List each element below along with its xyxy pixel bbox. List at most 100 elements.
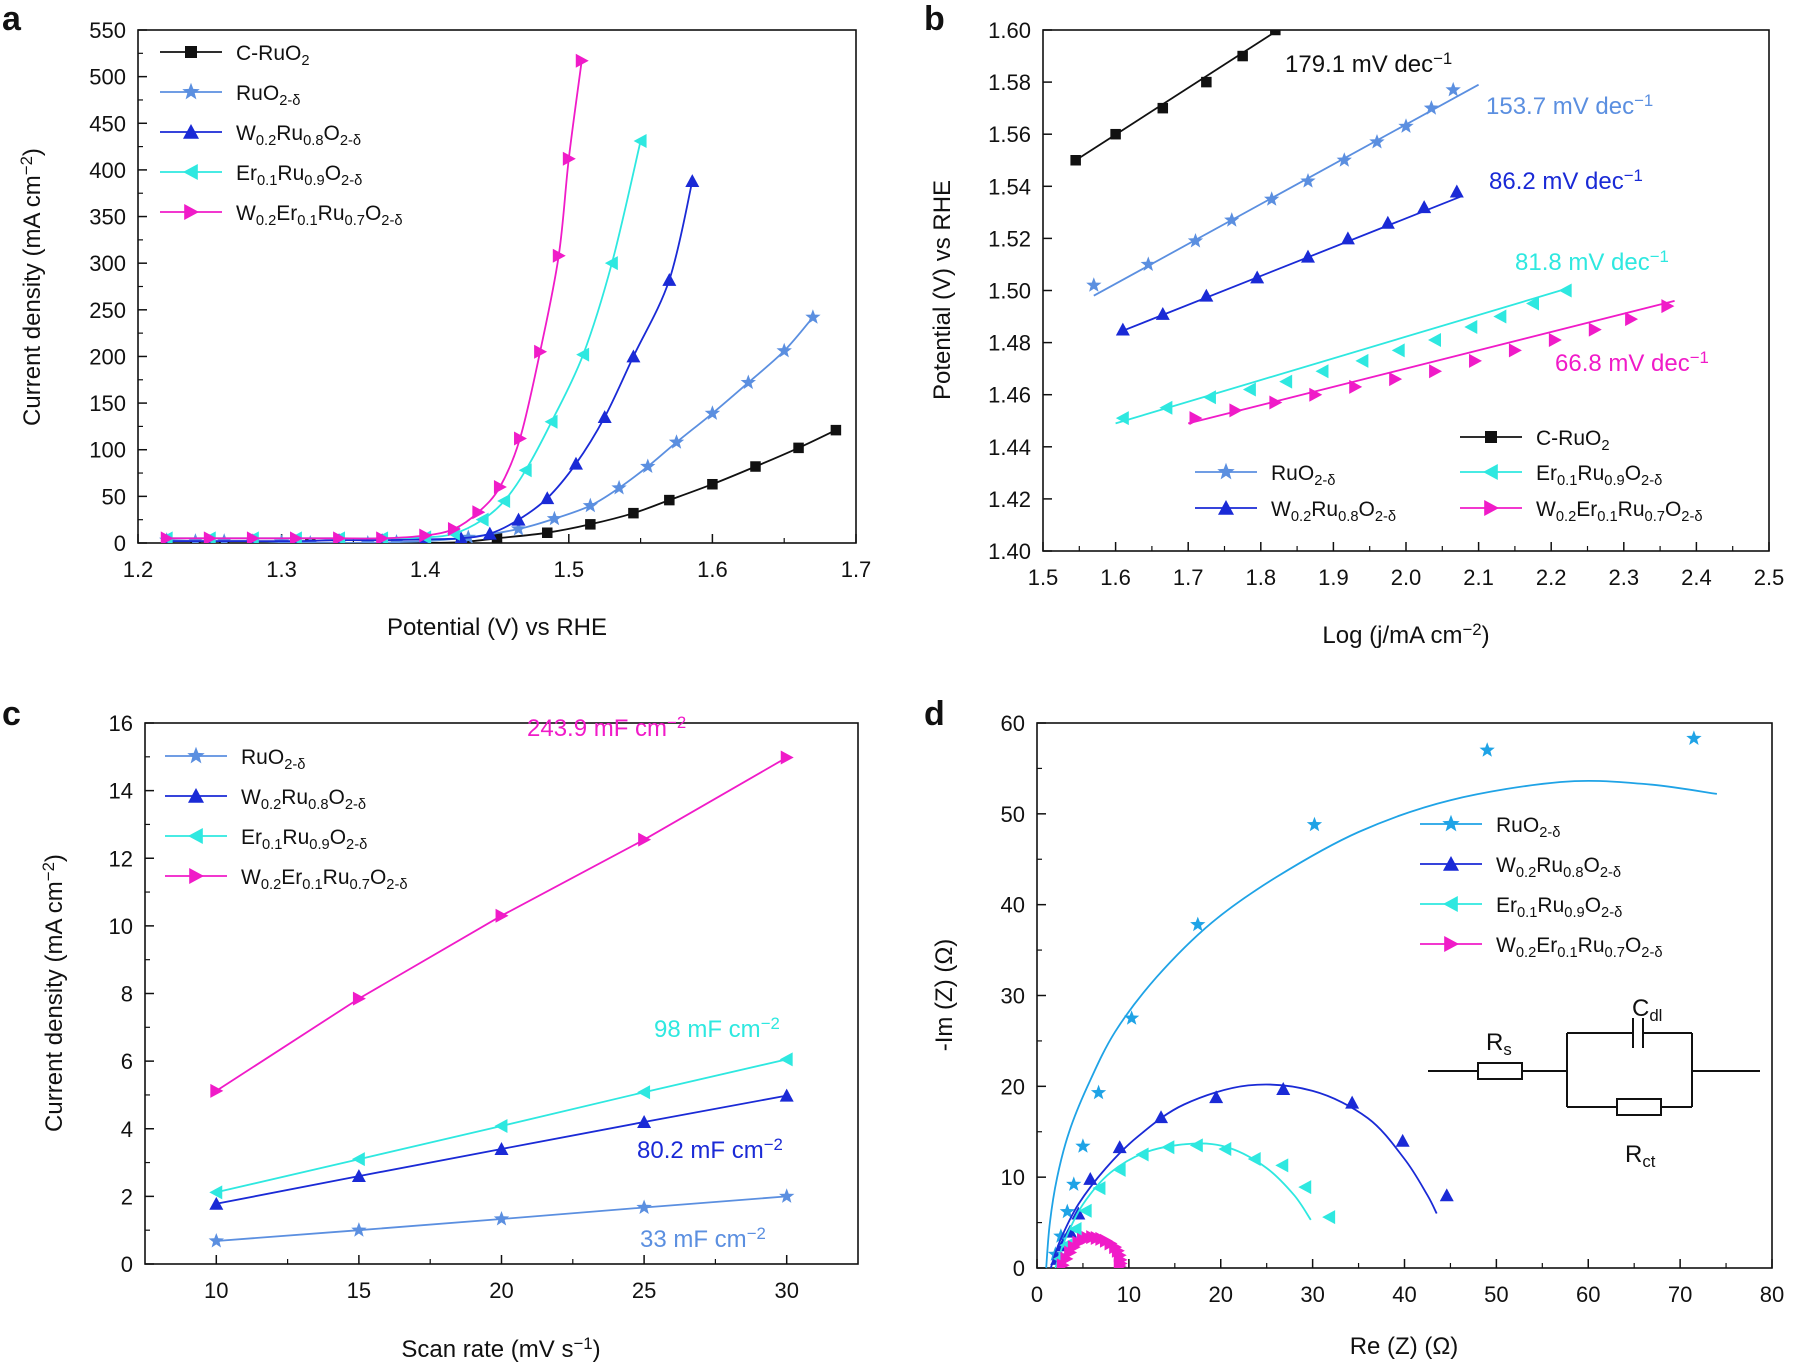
data-point-c-Er0.1Ru0.9 bbox=[209, 1185, 223, 1200]
xtick-label-b: 2.3 bbox=[1609, 565, 1640, 590]
data-point-c-Er0.1Ru0.9 bbox=[637, 1085, 651, 1100]
data-point-a-RuO2 bbox=[805, 309, 821, 324]
data-point-b-Er0.1Ru0.9 bbox=[1242, 382, 1256, 397]
series-line-a-Er0.1Ru0.9 bbox=[166, 140, 642, 540]
data-point-b-Er0.1Ru0.9 bbox=[1159, 400, 1173, 415]
data-point-b-Er0.1Ru0.9 bbox=[1115, 411, 1129, 426]
data-point-a-C-RuO2 bbox=[750, 461, 761, 472]
data-point-a-RuO2 bbox=[460, 529, 476, 543]
xtick-label-b: 2.2 bbox=[1536, 565, 1567, 590]
ylabel-b: Potential (V) vs RHE bbox=[929, 180, 956, 400]
xtick-label-a: 1.4 bbox=[410, 557, 441, 582]
data-point-b-Er0.1Ru0.9 bbox=[1428, 332, 1441, 347]
data-point-d-Er0.1Ru0.9 bbox=[1135, 1147, 1149, 1162]
data-point-a-W0.2Er0.1Ru0.7 bbox=[514, 431, 527, 446]
ytick-label-c: 16 bbox=[109, 711, 133, 736]
ytick-label-b: 1.48 bbox=[988, 331, 1031, 356]
legend-label-d-Er0.1Ru0.9: Er0.1Ru0.9O2-δ bbox=[1496, 894, 1622, 921]
panel-label-b: b bbox=[924, 0, 945, 38]
xtick-label-c: 10 bbox=[204, 1278, 228, 1303]
data-point-d-RuO2 bbox=[1124, 1010, 1140, 1025]
data-point-b-W0.2Ru0.8 bbox=[1300, 249, 1315, 263]
data-point-c-W0.2Ru0.8 bbox=[351, 1169, 366, 1183]
xlabel-c: Scan rate (mV s−1) bbox=[401, 1334, 600, 1363]
data-point-a-RuO2 bbox=[582, 497, 598, 513]
legend-marker-a bbox=[184, 204, 199, 220]
data-point-a-W0.2Er0.1Ru0.7 bbox=[246, 531, 260, 543]
data-point-b-RuO2 bbox=[1369, 134, 1385, 149]
xtick-label-a: 1.5 bbox=[554, 557, 585, 582]
data-point-b-W0.2Ru0.8 bbox=[1417, 200, 1432, 214]
data-point-d-W0.2Ru0.8 bbox=[1439, 1188, 1454, 1202]
xtick-label-b: 1.5 bbox=[1028, 565, 1059, 590]
ytick-label-d: 10 bbox=[1001, 1165, 1025, 1190]
data-point-b-W0.2Er0.1Ru0.7 bbox=[1625, 312, 1639, 327]
data-point-b-RuO2 bbox=[1086, 277, 1102, 292]
data-point-b-RuO2 bbox=[1224, 212, 1240, 227]
data-point-b-Er0.1Ru0.9 bbox=[1464, 319, 1478, 334]
data-point-a-W0.2Ru0.8 bbox=[626, 349, 641, 363]
data-point-a-Er0.1Ru0.9 bbox=[576, 347, 590, 362]
data-point-b-Er0.1Ru0.9 bbox=[1391, 343, 1405, 358]
legend-marker-b bbox=[1217, 462, 1235, 480]
legend-label-c-W0.2Ru0.8: W0.2Ru0.8O2-δ bbox=[241, 786, 366, 813]
data-point-a-W0.2Ru0.8 bbox=[597, 410, 612, 424]
data-point-b-C-RuO2 bbox=[1110, 128, 1121, 140]
data-point-b-W0.2Ru0.8 bbox=[1115, 322, 1130, 336]
data-point-d-Er0.1Ru0.9 bbox=[1247, 1152, 1261, 1166]
data-point-d-RuO2 bbox=[1075, 1138, 1091, 1153]
xtick-label-d: 0 bbox=[1031, 1282, 1043, 1307]
data-point-d-Er0.1Ru0.9 bbox=[1112, 1162, 1126, 1177]
plot-d: 0 10 20 30 40 50 60 70 80 0 10 20 30 40 50 60 RuO2-δ W0.2… bbox=[1001, 711, 1785, 1307]
legend-marker-b bbox=[1485, 431, 1497, 443]
xtick-label-d: 70 bbox=[1668, 1282, 1692, 1307]
ytick-label-b: 1.54 bbox=[988, 174, 1031, 199]
legend-marker-d bbox=[1443, 896, 1458, 912]
data-point-d-Er0.1Ru0.9 bbox=[1189, 1138, 1203, 1153]
xlabel-d: Re (Z) (Ω) bbox=[1350, 1333, 1459, 1360]
xtick-label-c: 30 bbox=[774, 1278, 798, 1303]
data-point-b-RuO2 bbox=[1398, 118, 1414, 133]
data-point-b-Er0.1Ru0.9 bbox=[1526, 296, 1539, 311]
data-point-b-W0.2Er0.1Ru0.7 bbox=[1389, 372, 1403, 387]
xtick-label-b: 1.7 bbox=[1173, 565, 1204, 590]
series-line-b-RuO2 bbox=[1093, 83, 1480, 297]
data-point-b-W0.2Er0.1Ru0.7 bbox=[1429, 364, 1443, 379]
data-point-a-RuO2 bbox=[510, 521, 527, 536]
data-point-b-Er0.1Ru0.9 bbox=[1202, 390, 1216, 405]
data-point-a-W0.2Er0.1Ru0.7 bbox=[333, 531, 347, 543]
data-point-a-Er0.1Ru0.9 bbox=[633, 133, 647, 148]
circuit-label-rct: Rct bbox=[1625, 1141, 1656, 1171]
series-line-b-W0.2Er0.1Ru0.7 bbox=[1187, 300, 1675, 425]
data-point-a-C-RuO2 bbox=[793, 442, 804, 454]
ytick-label-c: 8 bbox=[121, 982, 133, 1007]
ytick-label-c: 12 bbox=[109, 846, 133, 871]
data-point-b-C-RuO2 bbox=[1237, 50, 1248, 62]
data-point-b-C-RuO2 bbox=[1070, 155, 1081, 166]
ytick-label-c: 10 bbox=[109, 914, 133, 939]
data-point-a-W0.2Ru0.8 bbox=[662, 272, 677, 286]
legend-marker-b bbox=[1483, 464, 1498, 480]
data-point-d-W0.2Er0.1Ru0.7 bbox=[1060, 1251, 1074, 1266]
data-point-a-RuO2 bbox=[360, 535, 376, 543]
ylabel-c: Current density (mA cm−2) bbox=[39, 854, 68, 1132]
data-point-d-RuO2 bbox=[1306, 816, 1323, 832]
data-point-a-W0.2Er0.1Ru0.7 bbox=[447, 522, 461, 537]
data-point-a-RuO2 bbox=[546, 510, 563, 526]
data-point-a-W0.2Ru0.8 bbox=[511, 512, 526, 526]
ytick-label-b: 1.50 bbox=[988, 279, 1031, 304]
legend-marker-a bbox=[183, 164, 198, 180]
data-point-d-W0.2Ru0.8 bbox=[1395, 1133, 1410, 1147]
xtick-label-b: 2.1 bbox=[1463, 565, 1494, 590]
data-point-a-RuO2 bbox=[640, 458, 656, 473]
data-point-d-W0.2Ru0.8 bbox=[1209, 1090, 1224, 1104]
data-point-a-RuO2 bbox=[704, 405, 721, 420]
data-point-a-RuO2 bbox=[668, 434, 685, 449]
legend-label-d-W0.2Er0.1Ru0.7: W0.2Er0.1Ru0.7O2-δ bbox=[1496, 934, 1663, 961]
data-point-a-W0.2Er0.1Ru0.7 bbox=[575, 53, 589, 68]
data-point-d-RuO2 bbox=[1066, 1176, 1082, 1191]
xtick-label-d: 80 bbox=[1760, 1282, 1784, 1307]
data-point-a-Er0.1Ru0.9 bbox=[604, 256, 618, 271]
ytick-label-a: 0 bbox=[114, 531, 126, 556]
ytick-label-a: 550 bbox=[89, 18, 126, 43]
